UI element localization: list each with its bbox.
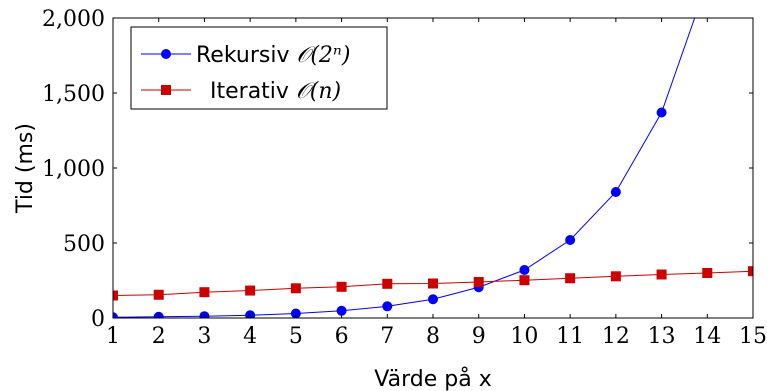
y-tick-label: 1,500 <box>42 82 105 107</box>
x-tick-label: 8 <box>426 324 440 349</box>
data-point-rekursiv <box>382 301 393 312</box>
data-point-rekursiv <box>113 312 118 318</box>
legend-label-iterativ: Iterativ 𝒪(n) <box>210 79 341 104</box>
data-point-iterativ <box>382 278 393 289</box>
x-tick-label: 5 <box>289 324 303 349</box>
x-tick-label: 14 <box>693 324 721 349</box>
x-tick-label: 15 <box>739 324 767 349</box>
data-point-iterativ <box>199 287 210 298</box>
x-tick-label: 6 <box>335 324 349 349</box>
x-tick-label: 3 <box>197 324 211 349</box>
data-point-rekursiv <box>565 235 576 245</box>
x-tick-label: 2 <box>152 324 166 349</box>
data-point-rekursiv <box>428 294 438 305</box>
series-line-rekursiv <box>113 18 696 318</box>
data-point-rekursiv <box>336 305 347 316</box>
x-tick-label: 7 <box>380 324 394 349</box>
y-tick-label: 0 <box>91 307 105 332</box>
data-point-rekursiv <box>610 187 621 197</box>
y-tick-label: 2,000 <box>42 7 105 32</box>
x-tick-label: 9 <box>472 324 486 349</box>
legend-entry-iterativ: Iterativ 𝒪(n) <box>141 79 341 104</box>
legend-box <box>130 26 388 110</box>
x-tick-label: 1 <box>106 324 120 349</box>
data-point-iterativ <box>290 283 301 294</box>
y-axis-title: Tid (ms) <box>13 123 38 214</box>
data-point-iterativ <box>428 278 438 289</box>
data-point-iterativ <box>473 277 484 287</box>
x-tick-label: 13 <box>648 324 676 349</box>
data-point-iterativ <box>702 268 713 278</box>
x-tick-label: 4 <box>243 324 257 349</box>
x-axis: 1 2 3 4 5 6 7 8 9 10 11 12 13 14 15 <box>106 18 767 349</box>
data-point-iterativ <box>245 285 256 296</box>
data-point-iterativ <box>565 273 576 284</box>
y-axis: 0 500 1,000 1,500 2,000 <box>42 7 753 332</box>
data-point-iterativ <box>610 271 621 282</box>
data-point-iterativ <box>656 269 667 280</box>
data-point-iterativ <box>113 290 118 301</box>
data-point-iterativ <box>153 289 164 300</box>
legend-entry-rekursiv: Rekursiv 𝒪(2ⁿ) <box>141 43 350 68</box>
x-tick-label: 12 <box>602 324 630 349</box>
legend-marker-circle <box>161 49 171 59</box>
series-layer <box>113 18 753 318</box>
legend: Rekursiv 𝒪(2ⁿ) Iterativ 𝒪(n) <box>130 26 388 110</box>
x-tick-label: 11 <box>556 324 584 349</box>
y-tick-label: 500 <box>63 232 105 257</box>
legend-label-rekursiv: Rekursiv 𝒪(2ⁿ) <box>196 43 350 68</box>
data-point-rekursiv <box>656 107 667 118</box>
data-point-rekursiv <box>290 308 301 318</box>
x-tick-label: 10 <box>510 324 538 349</box>
x-axis-title: Värde på x <box>374 366 491 391</box>
data-point-iterativ <box>336 281 347 292</box>
data-point-iterativ <box>519 275 530 286</box>
data-point-iterativ <box>748 266 753 277</box>
legend-marker-square <box>161 85 171 95</box>
y-tick-label: 1,000 <box>42 157 105 182</box>
data-point-rekursiv <box>519 265 530 275</box>
